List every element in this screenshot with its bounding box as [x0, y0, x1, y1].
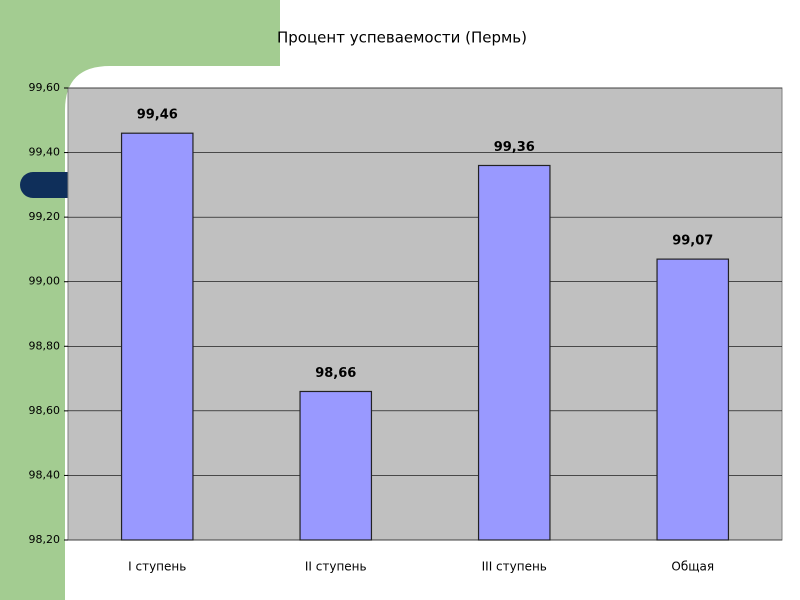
x-tick-label: III ступень	[482, 560, 547, 574]
chart-title: Процент успеваемости (Пермь)	[277, 29, 527, 47]
y-tick-label: 99,40	[29, 146, 61, 159]
y-tick-label: 99,60	[29, 81, 61, 94]
y-tick-label: 98,40	[29, 468, 61, 481]
x-tick-label: Общая	[671, 560, 714, 574]
value-label: 99,07	[672, 234, 713, 249]
x-tick-label: II ступень	[305, 560, 367, 574]
y-tick-label: 98,80	[29, 339, 61, 352]
bar	[299, 390, 373, 541]
y-tick-label: 98,20	[29, 533, 61, 546]
y-tick-label: 99,20	[29, 210, 61, 223]
x-tick-label: I ступень	[128, 560, 186, 574]
green-side	[0, 0, 65, 600]
bar	[120, 132, 194, 541]
y-tick-label: 98,60	[29, 404, 61, 417]
bar	[656, 258, 730, 541]
value-label: 99,46	[137, 108, 178, 123]
value-label: 99,36	[494, 140, 535, 155]
bar	[477, 164, 551, 541]
value-label: 98,66	[315, 366, 356, 381]
pill	[20, 172, 80, 198]
y-tick-label: 99,00	[29, 275, 61, 288]
